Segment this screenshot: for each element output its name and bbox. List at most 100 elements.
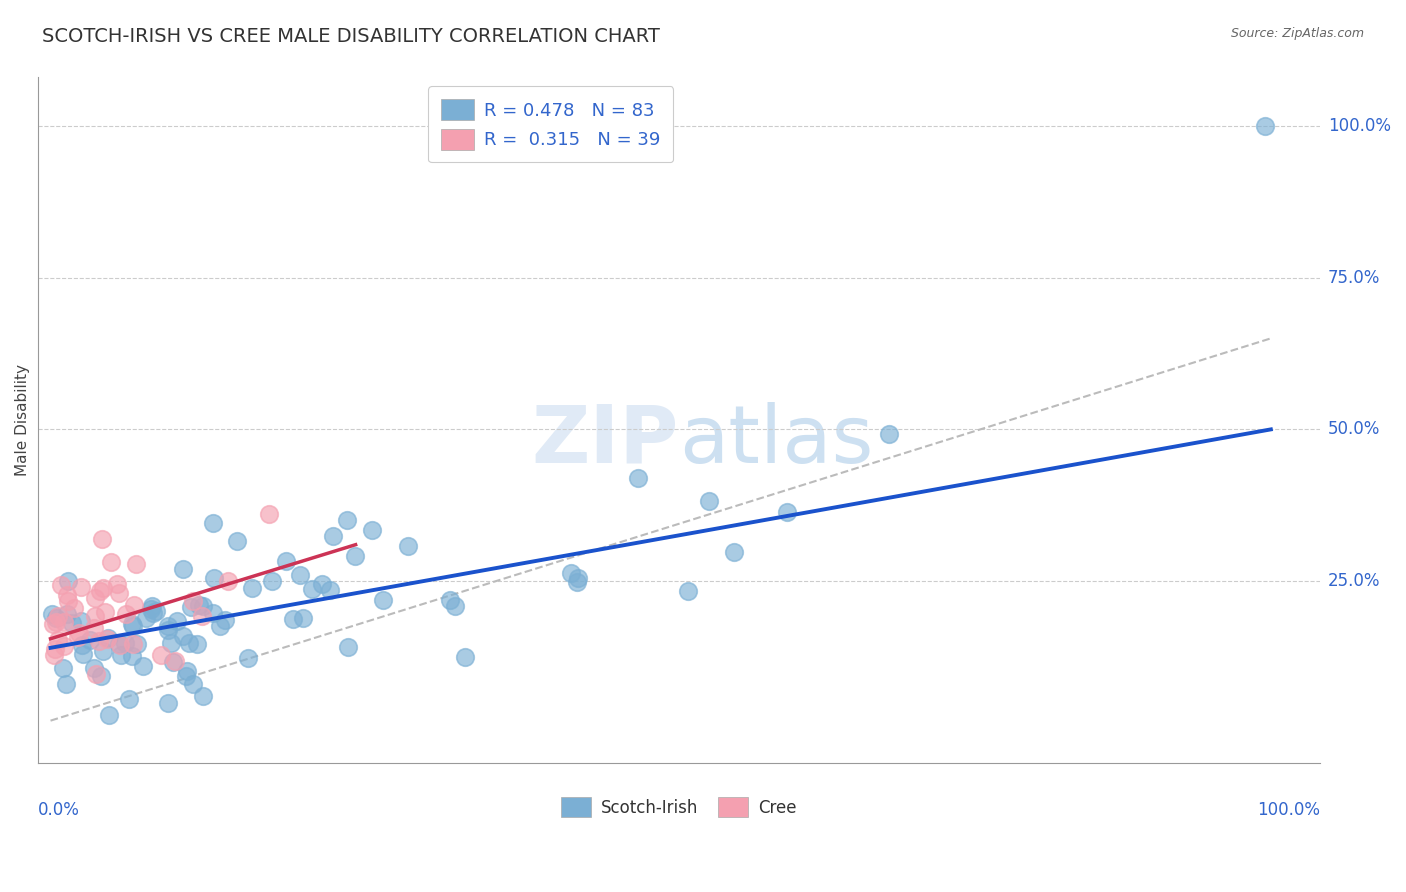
Point	[567, 575, 589, 590]
Point	[83, 609, 105, 624]
Point	[180, 599, 202, 614]
Point	[318, 583, 340, 598]
Point	[125, 637, 148, 651]
Point	[98, 708, 121, 723]
Point	[181, 676, 204, 690]
Point	[55, 677, 77, 691]
Point	[67, 626, 90, 640]
Point	[166, 614, 188, 628]
Point	[100, 555, 122, 569]
Point	[89, 584, 111, 599]
Point	[41, 617, 63, 632]
Point	[172, 629, 194, 643]
Point	[84, 667, 107, 681]
Point	[567, 571, 589, 585]
Text: 75.0%: 75.0%	[1329, 268, 1381, 286]
Point	[236, 651, 259, 665]
Point	[51, 661, 73, 675]
Point	[118, 692, 141, 706]
Point	[322, 529, 344, 543]
Point	[454, 649, 477, 664]
Point	[83, 660, 105, 674]
Point	[209, 619, 232, 633]
Point	[96, 632, 118, 647]
Y-axis label: Male Disability: Male Disability	[15, 364, 30, 476]
Point	[311, 577, 333, 591]
Point	[560, 566, 582, 580]
Point	[58, 594, 80, 608]
Point	[187, 599, 209, 613]
Point	[41, 607, 63, 622]
Point	[191, 609, 214, 624]
Point	[45, 611, 67, 625]
Point	[301, 582, 323, 596]
Point	[70, 614, 93, 628]
Point	[337, 640, 360, 655]
Point	[44, 642, 66, 657]
Point	[69, 580, 91, 594]
Legend: Scotch-Irish, Cree: Scotch-Irish, Cree	[554, 791, 804, 823]
Point	[49, 578, 72, 592]
Text: 100.0%: 100.0%	[1329, 117, 1391, 135]
Text: 25.0%: 25.0%	[1329, 572, 1381, 591]
Point	[56, 589, 79, 603]
Point	[97, 631, 120, 645]
Point	[108, 637, 131, 651]
Point	[371, 593, 394, 607]
Point	[439, 593, 461, 607]
Point	[142, 606, 165, 620]
Point	[72, 647, 94, 661]
Point	[174, 669, 197, 683]
Point	[105, 577, 128, 591]
Point	[56, 607, 79, 621]
Point	[83, 621, 105, 635]
Point	[336, 513, 359, 527]
Point	[156, 619, 179, 633]
Point	[202, 571, 225, 585]
Point	[121, 648, 143, 663]
Text: 100.0%: 100.0%	[1257, 801, 1320, 819]
Point	[83, 591, 105, 606]
Point	[139, 602, 162, 616]
Point	[160, 636, 183, 650]
Point	[627, 470, 650, 484]
Point	[53, 640, 76, 654]
Point	[90, 532, 112, 546]
Point	[157, 696, 180, 710]
Point	[191, 689, 214, 703]
Point	[877, 426, 900, 441]
Point	[226, 534, 249, 549]
Point	[193, 599, 215, 614]
Point	[676, 583, 699, 598]
Point	[53, 615, 76, 629]
Point	[46, 609, 69, 624]
Text: 0.0%: 0.0%	[38, 801, 80, 819]
Point	[157, 623, 180, 637]
Text: ZIP: ZIP	[531, 402, 679, 480]
Point	[122, 619, 145, 633]
Point	[60, 616, 83, 631]
Point	[145, 604, 167, 618]
Point	[122, 636, 145, 650]
Point	[114, 636, 136, 650]
Point	[1254, 119, 1277, 133]
Point	[176, 664, 198, 678]
Point	[165, 654, 187, 668]
Text: 50.0%: 50.0%	[1329, 420, 1381, 438]
Text: atlas: atlas	[679, 402, 873, 480]
Point	[291, 611, 314, 625]
Point	[149, 648, 172, 662]
Point	[141, 599, 163, 613]
Point	[132, 659, 155, 673]
Point	[257, 508, 280, 522]
Point	[283, 612, 305, 626]
Text: Source: ZipAtlas.com: Source: ZipAtlas.com	[1230, 27, 1364, 40]
Point	[66, 630, 89, 644]
Point	[162, 655, 184, 669]
Point	[42, 648, 65, 662]
Point	[91, 644, 114, 658]
Point	[122, 598, 145, 612]
Point	[240, 582, 263, 596]
Point	[63, 601, 86, 615]
Point	[110, 638, 132, 652]
